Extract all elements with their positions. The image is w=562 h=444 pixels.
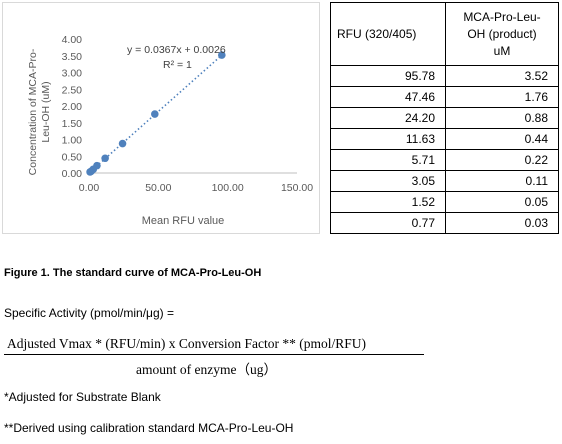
table-header-product-line: uM: [493, 43, 511, 58]
x-tick-label: 100.00: [212, 182, 244, 194]
table-cell-rfu: 95.78: [330, 65, 446, 87]
table-header-row: RFU (320/405) MCA-Pro-Leu- OH (product) …: [330, 2, 559, 66]
table-cell-product: 0.88: [445, 107, 559, 129]
table-cell-product: 0.11: [445, 170, 559, 192]
table-cell-product: 3.52: [445, 65, 559, 87]
y-tick-label: 1.50: [62, 118, 83, 130]
y-tick-label: 3.00: [62, 68, 83, 80]
table-row: 1.52 0.05: [330, 191, 559, 213]
chart-area: 0.00 0.50 1.00 1.50 2.00 2.50 3.00 3.50 4.00 0.00…: [2, 2, 320, 234]
x-tick-label: 50.00: [145, 182, 171, 194]
fraction-bar: [4, 354, 424, 355]
table-header-product-line: MCA-Pro-Leu-: [463, 9, 541, 24]
data-point: [86, 168, 94, 176]
trendline-equation: y = 0.0367x + 0.0026: [127, 44, 226, 56]
x-tick-label: 150.00: [281, 182, 313, 194]
data-point: [218, 51, 226, 59]
standard-data-table: RFU (320/405) MCA-Pro-Leu- OH (product) …: [330, 2, 559, 234]
table-row: 24.20 0.88: [330, 107, 559, 129]
table-cell-product: 1.76: [445, 86, 559, 108]
table-cell-rfu: 1.52: [330, 191, 446, 213]
table-cell-rfu: 3.05: [330, 170, 446, 192]
table-cell-rfu: 24.20: [330, 107, 446, 129]
formula-denominator: amount of enzyme（ug）: [136, 362, 277, 377]
data-point: [151, 110, 159, 118]
table-row: 95.78 3.52: [330, 65, 559, 87]
table-cell-product: 0.44: [445, 128, 559, 150]
standard-curve-chart: 0.00 0.50 1.00 1.50 2.00 2.50 3.00 3.50 4.00 0.00…: [27, 34, 313, 227]
table-row: 11.63 0.44: [330, 128, 559, 150]
y-tick-label: 2.00: [62, 101, 83, 113]
y-axis-label-line: Concentration of MCA-Pro-: [27, 48, 39, 175]
y-tick-label: 0.00: [62, 168, 83, 180]
table-row: 47.46 1.76: [330, 86, 559, 108]
y-axis-label: Concentration of MCA-Pro-Leu-OH (uM): [27, 48, 52, 175]
trendline-r-squared: R² = 1: [163, 59, 192, 71]
y-tick-label: 0.50: [62, 151, 83, 163]
formula-numerator: Adjusted Vmax * (RFU/min) x Conversion F…: [7, 336, 366, 351]
x-tick-label: 0.00: [79, 182, 100, 194]
y-tick-label: 3.50: [62, 51, 83, 63]
table-body: 95.78 3.52 47.46 1.76 24.20 0.88 11.63 0.44 5.71…: [330, 65, 559, 234]
table-cell-product: 0.22: [445, 149, 559, 171]
table-header-product-line: OH (product): [467, 26, 537, 41]
table-row: 3.05 0.11: [330, 170, 559, 192]
y-axis-label-line: Leu-OH (uM): [40, 81, 52, 142]
footnote-substrate-blank: *Adjusted for Substrate Blank: [4, 390, 161, 404]
table-cell-rfu: 11.63: [330, 128, 446, 150]
table-cell-product: 0.05: [445, 191, 559, 213]
specific-activity-label: Specific Activity (pmol/min/μg) =: [4, 306, 174, 320]
figure-caption: Figure 1. The standard curve of MCA-Pro-…: [4, 267, 262, 279]
table-cell-rfu: 47.46: [330, 86, 446, 108]
table-cell-rfu: 0.77: [330, 212, 446, 234]
y-tick-label: 1.00: [62, 135, 83, 147]
data-point: [101, 154, 109, 163]
table-row: 5.71 0.22: [330, 149, 559, 171]
table-row: 0.77 0.03: [330, 212, 559, 234]
y-tick-label: 2.50: [62, 84, 83, 96]
table-cell-product: 0.03: [445, 212, 559, 234]
footnote-calibration: **Derived using calibration standard MCA…: [4, 421, 294, 435]
data-point: [118, 139, 127, 148]
x-axis-label: Mean RFU value: [142, 215, 225, 227]
table-cell-rfu: 5.71: [330, 149, 446, 171]
table-header-product: MCA-Pro-Leu- OH (product) uM: [445, 2, 559, 66]
table-header-rfu: RFU (320/405): [330, 2, 446, 66]
y-tick-label: 4.00: [62, 34, 83, 46]
